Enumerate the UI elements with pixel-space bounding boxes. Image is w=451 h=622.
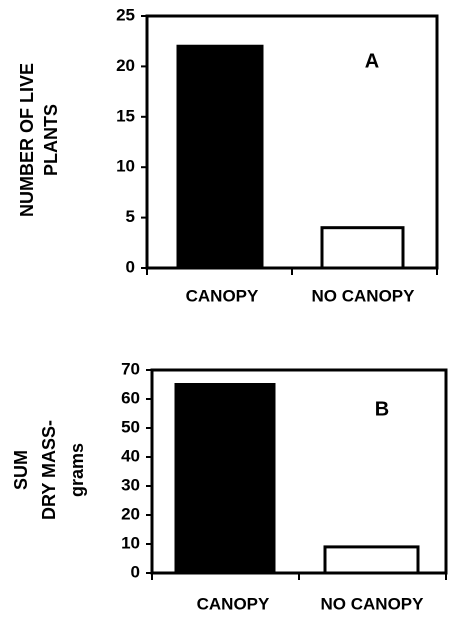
y-axis-label: DRY MASS- bbox=[39, 420, 59, 520]
y-axis-label: NUMBER OF LIVE bbox=[17, 63, 37, 217]
y-tick-label: 0 bbox=[126, 257, 135, 276]
y-axis-label: grams bbox=[67, 443, 87, 497]
y-tick-label: 15 bbox=[116, 106, 135, 125]
y-tick-label: 70 bbox=[121, 359, 140, 378]
y-tick-label: 40 bbox=[121, 446, 140, 465]
chart: 0 10 20 30 40 50 60 70 CANOPY NO CANOPY B SUM DRY MA… bbox=[11, 359, 448, 613]
y-tick-label: 50 bbox=[121, 417, 140, 436]
bar bbox=[176, 44, 264, 270]
y-tick-label: 10 bbox=[121, 533, 140, 552]
y-tick-label: 0 bbox=[131, 562, 140, 581]
y-tick-label: 25 bbox=[116, 5, 135, 24]
y-axis-label: PLANTS bbox=[41, 104, 61, 176]
x-tick-label: CANOPY bbox=[197, 594, 270, 613]
bar bbox=[174, 383, 276, 575]
x-tick-label: NO CANOPY bbox=[321, 594, 425, 613]
y-tick-label: 5 bbox=[126, 207, 135, 226]
bar bbox=[320, 226, 405, 270]
y-tick-label: 30 bbox=[121, 475, 140, 494]
annotation: B bbox=[375, 398, 389, 420]
y-axis-label: SUM bbox=[11, 450, 31, 490]
x-tick-label: NO CANOPY bbox=[312, 286, 416, 305]
y-tick-label: 60 bbox=[121, 388, 140, 407]
y-tick-label: 10 bbox=[116, 157, 135, 176]
bar bbox=[323, 545, 420, 575]
x-tick-label: CANOPY bbox=[186, 286, 259, 305]
annotation: A bbox=[365, 50, 379, 72]
y-tick-label: 20 bbox=[121, 504, 140, 523]
chart: 0 5 10 15 20 25 CANOPY NO CANOPY A NUMBER OF LIVE… bbox=[17, 5, 439, 305]
y-tick-label: 20 bbox=[116, 56, 135, 75]
